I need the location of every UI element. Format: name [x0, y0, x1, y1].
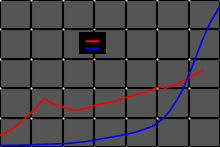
Bar — [157, 29, 189, 59]
Bar — [94, 88, 126, 118]
Bar — [63, 59, 94, 88]
Bar — [157, 88, 189, 118]
Bar — [0, 59, 31, 88]
Bar — [79, 32, 106, 54]
Bar — [94, 0, 126, 29]
Bar — [189, 118, 220, 147]
Bar — [63, 29, 94, 59]
Bar — [126, 59, 157, 88]
Bar — [31, 59, 63, 88]
Bar — [126, 88, 157, 118]
Bar — [0, 88, 31, 118]
Bar — [157, 0, 189, 29]
Bar — [157, 118, 189, 147]
Bar — [126, 0, 157, 29]
Bar — [31, 88, 63, 118]
Bar — [94, 59, 126, 88]
Bar — [31, 118, 63, 147]
Bar — [63, 0, 94, 29]
Bar — [94, 118, 126, 147]
Bar — [126, 118, 157, 147]
Bar — [63, 118, 94, 147]
Bar — [126, 29, 157, 59]
Bar — [31, 29, 63, 59]
Bar — [189, 88, 220, 118]
Bar — [189, 0, 220, 29]
Bar — [94, 29, 126, 59]
Bar — [31, 0, 63, 29]
Bar — [0, 0, 31, 29]
Bar — [157, 59, 189, 88]
Bar — [189, 29, 220, 59]
Bar — [0, 29, 31, 59]
Bar — [189, 59, 220, 88]
Bar — [0, 118, 31, 147]
Bar — [63, 88, 94, 118]
